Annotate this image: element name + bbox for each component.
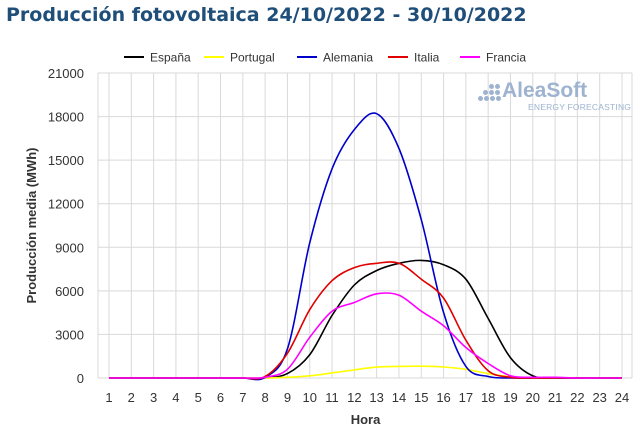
x-tick-label: 21 [548, 390, 562, 405]
x-tick-label: 12 [347, 390, 361, 405]
x-tick-label: 3 [150, 390, 157, 405]
x-tick-label: 2 [128, 390, 135, 405]
x-tick-label: 11 [325, 390, 339, 405]
x-tick-label: 23 [592, 390, 606, 405]
y-tick-label: 9000 [55, 240, 84, 255]
x-tick-label: 17 [459, 390, 473, 405]
x-tick-label: 13 [369, 390, 383, 405]
series-line [108, 365, 622, 379]
legend: España Portugal Alemania Italia Francia [124, 51, 526, 65]
logo-tagline: ENERGY FORECASTING [528, 102, 632, 112]
x-tick-label: 10 [303, 390, 317, 405]
series-line [108, 261, 622, 380]
series-line [108, 259, 622, 380]
series-lines [108, 112, 622, 381]
x-tick-label: 9 [284, 390, 291, 405]
x-axis-ticks: 1 2 3 4 5 6 7 8 9 10 11 12 13 14 15 16 17 18 19 20 21 22 23 24 [105, 390, 629, 405]
legend-label: España [150, 51, 191, 65]
x-tick-label: 19 [503, 390, 517, 405]
x-axis-label: Hora [351, 412, 381, 427]
x-tick-label: 16 [436, 390, 450, 405]
x-tick-label: 4 [172, 390, 179, 405]
x-tick-label: 20 [526, 390, 540, 405]
y-tick-label: 6000 [55, 284, 84, 299]
y-axis-label: Producción media (MWh) [24, 148, 39, 304]
y-tick-label: 3000 [55, 327, 84, 342]
series-line [108, 292, 622, 379]
legend-label: Portugal [230, 51, 275, 65]
y-tick-label: 21000 [48, 66, 84, 81]
x-tick-label: 6 [217, 390, 224, 405]
y-tick-label: 0 [77, 371, 84, 386]
logo-name: AleaSoft [502, 79, 588, 102]
legend-label: Francia [486, 51, 526, 65]
x-tick-label: 15 [414, 390, 428, 405]
x-tick-label: 7 [239, 390, 246, 405]
dots-logo-icon [478, 84, 501, 102]
legend-label: Italia [414, 51, 440, 65]
aleasoft-logo: AleaSoft ENERGY FORECASTING [476, 79, 631, 113]
x-tick-label: 22 [570, 390, 584, 405]
chart-title: Producción fotovoltaica 24/10/2022 - 30/… [6, 4, 527, 26]
series-line [108, 112, 622, 381]
legend-label: Alemania [323, 51, 373, 65]
x-tick-label: 24 [615, 390, 629, 405]
x-tick-label: 1 [105, 390, 112, 405]
y-tick-label: 15000 [48, 153, 84, 168]
x-tick-label: 5 [195, 390, 202, 405]
y-tick-label: 12000 [48, 197, 84, 212]
x-tick-label: 8 [262, 390, 269, 405]
x-tick-label: 18 [481, 390, 495, 405]
grid-lines [97, 72, 633, 379]
x-tick-label: 14 [392, 390, 406, 405]
y-tick-label: 18000 [48, 110, 84, 125]
y-axis-ticks: 0 3000 6000 9000 12000 15000 18000 21000 [48, 66, 84, 386]
